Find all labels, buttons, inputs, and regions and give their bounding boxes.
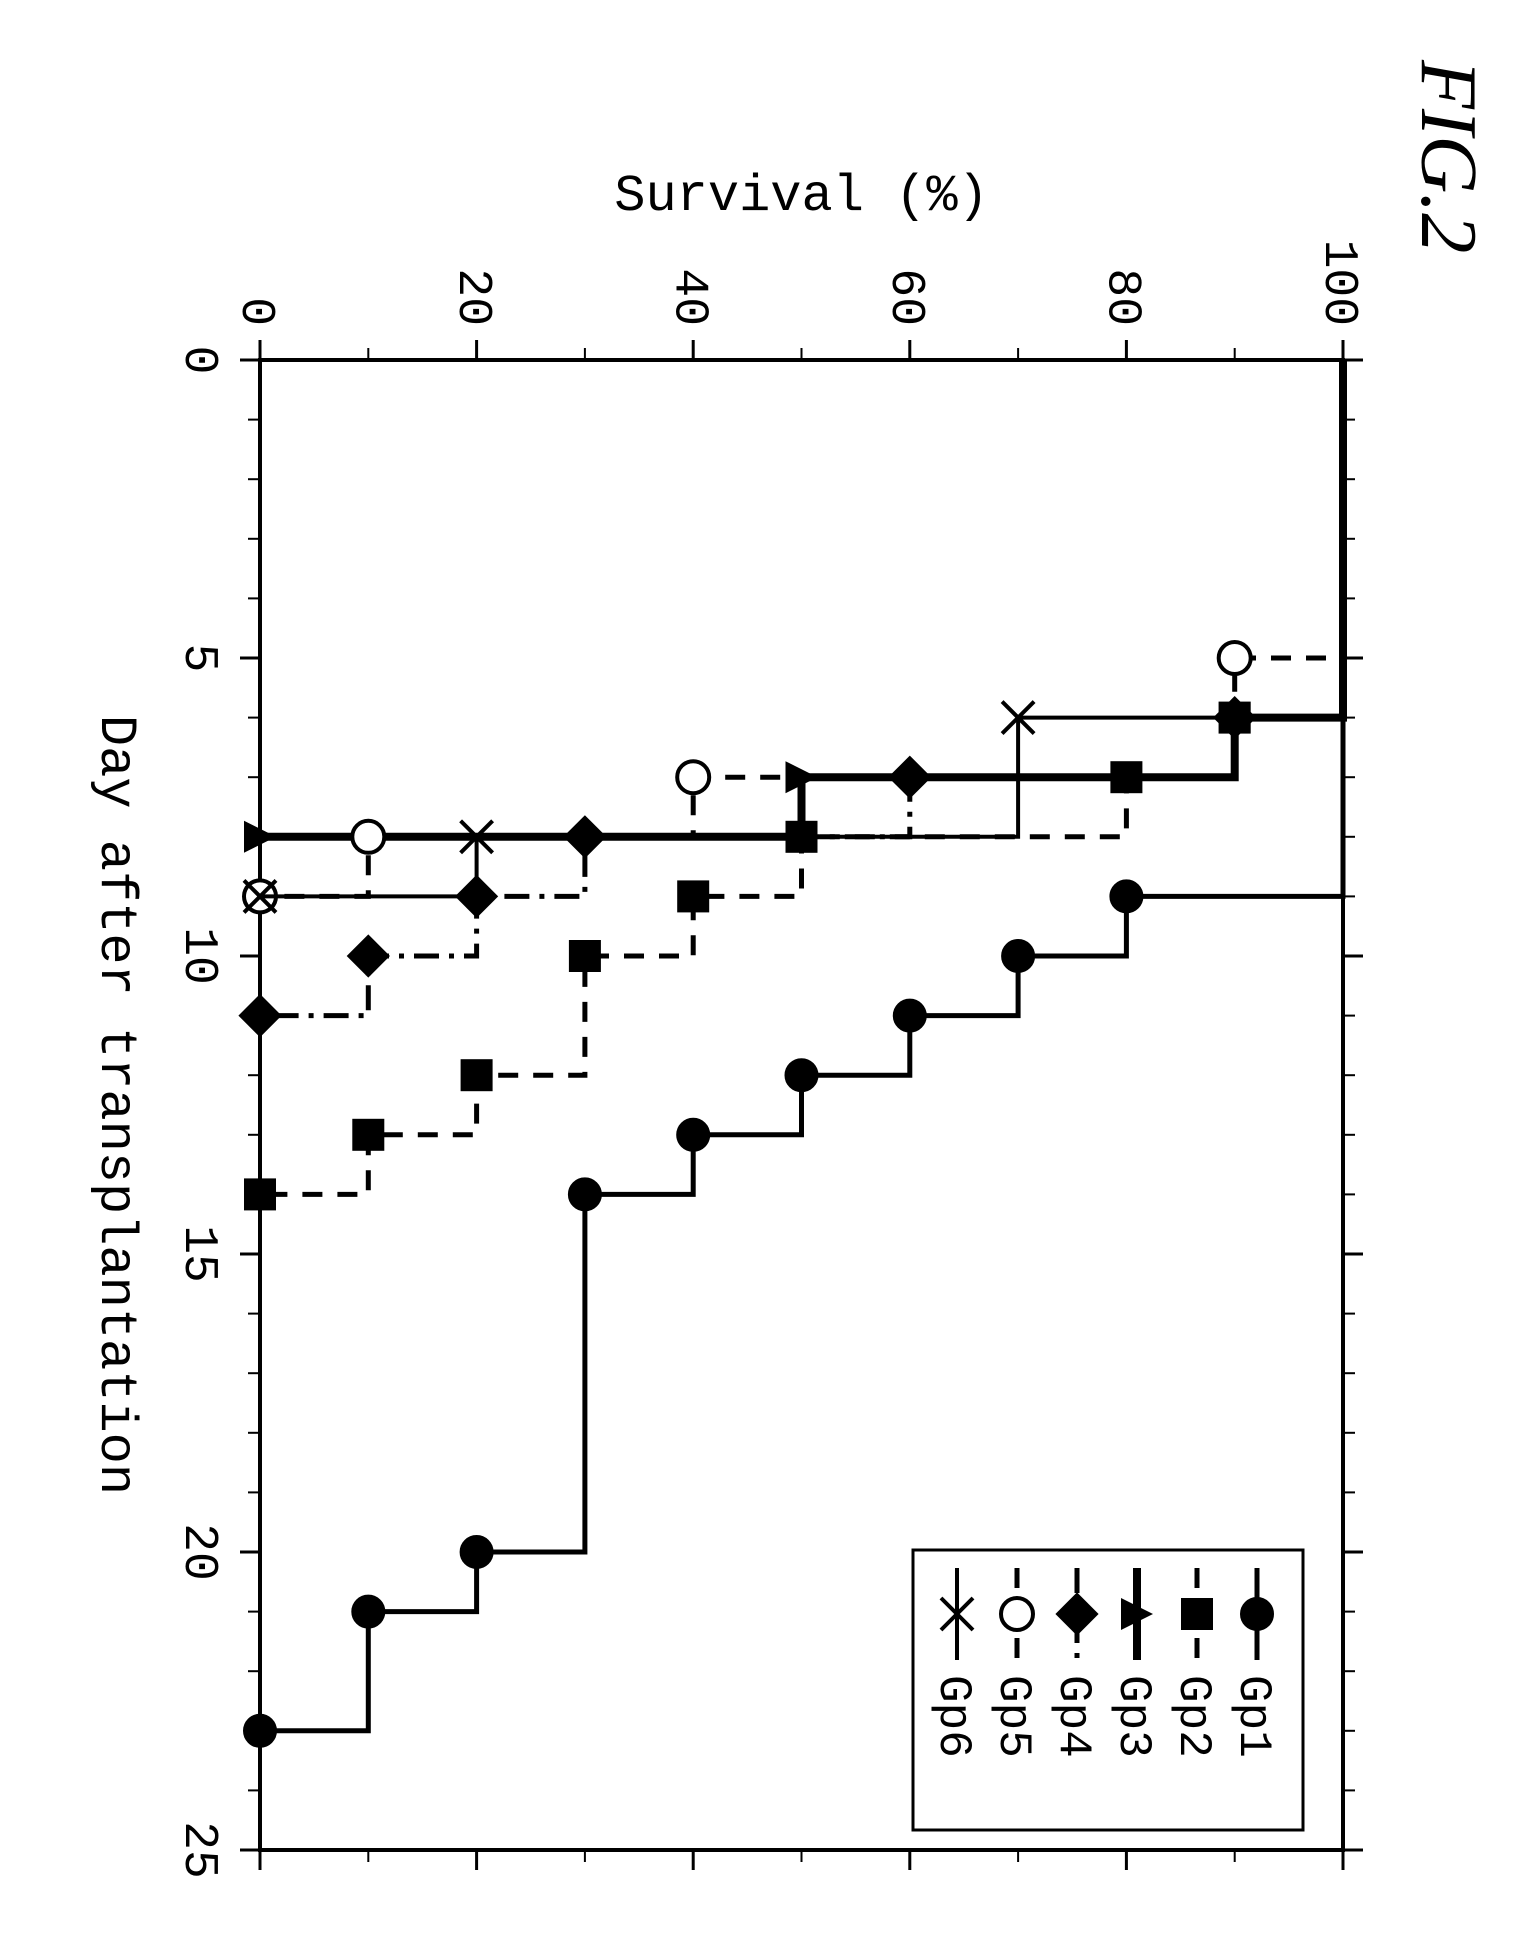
x-tick-label: 20	[171, 1523, 225, 1581]
x-tick-label: 15	[171, 1225, 225, 1283]
series-Gp4	[238, 360, 1343, 1037]
legend-label: Gp1	[1227, 1675, 1279, 1758]
legend-label: Gp6	[927, 1675, 979, 1758]
survival-chart: 0 5 10 15 20 25 0 20 40 60 80 100 Day after transpla…	[0, 0, 1513, 1950]
y-tick-label: 60	[878, 268, 932, 326]
x-tick-label: 25	[171, 1821, 225, 1879]
y-tick-label: 100	[1311, 240, 1365, 326]
x-axis-label: Day after transplantation	[86, 715, 145, 1495]
y-tick-label: 40	[661, 268, 715, 326]
x-tick-label: 10	[171, 927, 225, 985]
y-tick-label: 80	[1095, 268, 1149, 326]
legend-label: Gp3	[1107, 1675, 1159, 1758]
legend-label: Gp2	[1167, 1675, 1219, 1758]
y-tick-label: 0	[228, 297, 282, 326]
series-Gp1	[244, 360, 1343, 1747]
legend-label: Gp4	[1047, 1675, 1099, 1758]
figure-stage: FIG.20510152025020406080100Day after tra…	[0, 0, 1513, 1950]
y-tick-label: 20	[445, 268, 499, 326]
legend-label: Gp5	[987, 1675, 1039, 1758]
rotated-canvas-wrap: FIG.20510152025020406080100Day after tra…	[0, 0, 1513, 1950]
x-tick-label: 5	[171, 644, 225, 673]
x-tick-label: 0	[171, 346, 225, 375]
y-axis-label: Survival (%)	[614, 167, 988, 226]
series-Gp3	[244, 360, 1343, 853]
